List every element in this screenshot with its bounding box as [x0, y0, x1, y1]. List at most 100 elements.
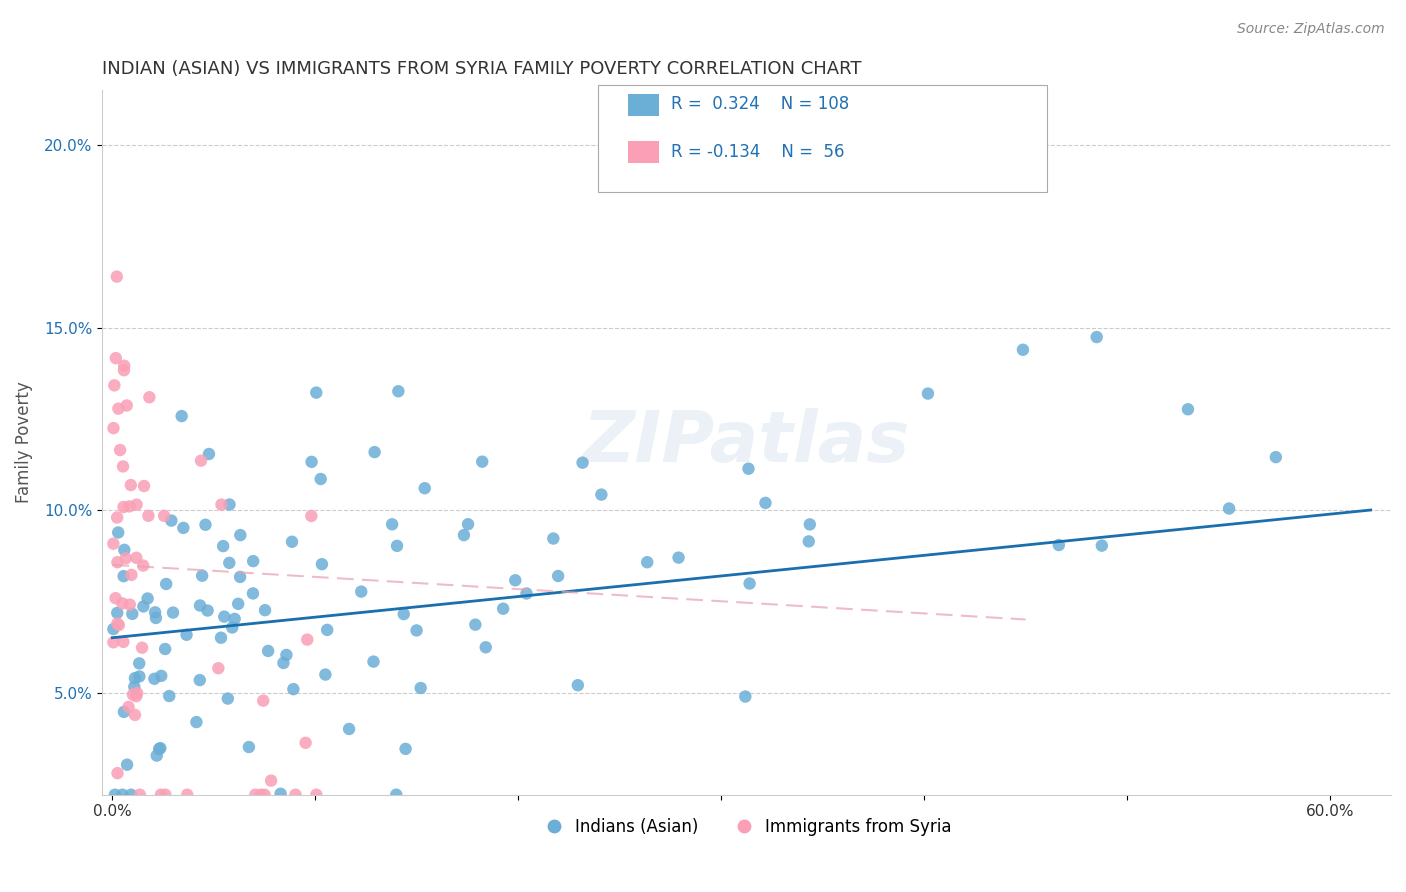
- Point: [138, 390, 160, 404]
- Point: [115, 757, 138, 772]
- Point: [1047, 538, 1070, 552]
- Point: [1264, 450, 1286, 464]
- Point: [636, 555, 658, 569]
- Point: [242, 586, 264, 600]
- Point: [153, 642, 176, 657]
- Point: [309, 472, 332, 486]
- Point: [176, 788, 198, 802]
- Point: [409, 681, 432, 695]
- Point: [337, 722, 360, 736]
- Point: [112, 705, 135, 719]
- Point: [125, 498, 148, 512]
- Point: [363, 655, 385, 669]
- Point: [127, 686, 149, 700]
- Point: [107, 766, 129, 780]
- Point: [218, 556, 240, 570]
- Point: [117, 700, 139, 714]
- Point: [128, 669, 150, 683]
- Point: [108, 618, 131, 632]
- Point: [125, 689, 148, 703]
- Point: [297, 632, 319, 647]
- Point: [503, 574, 526, 588]
- Point: [799, 517, 821, 532]
- Point: [212, 539, 235, 553]
- Point: [132, 599, 155, 614]
- Point: [567, 678, 589, 692]
- Text: ZIPatlas: ZIPatlas: [583, 408, 910, 477]
- Point: [186, 715, 208, 730]
- Point: [191, 568, 214, 582]
- Point: [176, 628, 198, 642]
- Point: [229, 528, 252, 542]
- Point: [145, 748, 167, 763]
- Point: [103, 622, 125, 636]
- Point: [145, 611, 167, 625]
- Point: [301, 455, 323, 469]
- Point: [464, 617, 486, 632]
- Point: [198, 447, 221, 461]
- Text: R = -0.134    N =  56: R = -0.134 N = 56: [671, 143, 844, 161]
- Point: [188, 673, 211, 687]
- Point: [405, 624, 427, 638]
- Point: [385, 539, 408, 553]
- Point: [138, 508, 160, 523]
- Point: [111, 788, 134, 802]
- Point: [207, 661, 229, 675]
- Point: [413, 481, 436, 495]
- Point: [197, 603, 219, 617]
- Point: [394, 742, 416, 756]
- Point: [1218, 501, 1240, 516]
- Point: [111, 459, 134, 474]
- Point: [115, 399, 138, 413]
- Point: [188, 599, 211, 613]
- Point: [254, 603, 277, 617]
- Y-axis label: Family Poverty: Family Poverty: [15, 382, 32, 503]
- Point: [283, 682, 305, 697]
- Point: [153, 508, 176, 523]
- Point: [363, 445, 385, 459]
- Point: [252, 693, 274, 707]
- Point: [131, 640, 153, 655]
- Point: [120, 788, 142, 802]
- Point: [143, 605, 166, 619]
- Point: [190, 453, 212, 467]
- Point: [350, 584, 373, 599]
- Point: [273, 656, 295, 670]
- Point: [132, 558, 155, 573]
- Point: [121, 607, 143, 621]
- Point: [103, 537, 125, 551]
- Point: [111, 596, 134, 610]
- Point: [284, 788, 307, 802]
- Point: [194, 517, 217, 532]
- Point: [112, 569, 135, 583]
- Point: [209, 631, 232, 645]
- Point: [136, 591, 159, 606]
- Point: [453, 528, 475, 542]
- Point: [148, 742, 170, 756]
- Point: [170, 409, 193, 423]
- Point: [103, 378, 125, 392]
- Point: [738, 576, 761, 591]
- Point: [112, 542, 135, 557]
- Point: [381, 517, 404, 532]
- Point: [112, 635, 135, 649]
- Point: [1177, 402, 1199, 417]
- Point: [217, 691, 239, 706]
- Point: [226, 597, 249, 611]
- Point: [387, 384, 409, 399]
- Point: [155, 788, 177, 802]
- Point: [1085, 330, 1108, 344]
- Point: [385, 788, 408, 802]
- Point: [221, 620, 243, 634]
- Point: [281, 534, 304, 549]
- Point: [253, 788, 276, 802]
- Point: [1091, 539, 1114, 553]
- Point: [105, 510, 128, 524]
- Point: [543, 532, 565, 546]
- Point: [797, 534, 820, 549]
- Point: [155, 577, 177, 591]
- Point: [238, 739, 260, 754]
- Point: [104, 591, 127, 606]
- Point: [668, 550, 690, 565]
- Text: R =  0.324    N = 108: R = 0.324 N = 108: [671, 95, 849, 113]
